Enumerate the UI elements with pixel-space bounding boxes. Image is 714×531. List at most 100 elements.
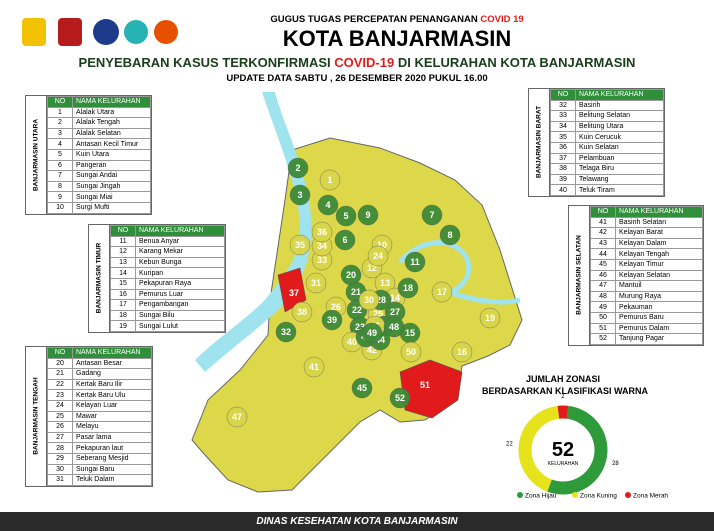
- region-label: 42: [367, 345, 377, 355]
- region-label: 15: [405, 328, 415, 338]
- cell: 43: [590, 237, 616, 250]
- cell: Antasan Kecil Timur: [72, 138, 151, 150]
- region: [311, 221, 333, 243]
- region-label: 24: [373, 251, 383, 261]
- total-value: 52: [552, 439, 574, 461]
- region: [361, 322, 383, 344]
- cell: Pangeran: [72, 159, 151, 172]
- table: NO NAMA KELURAHAN 32 Basirih 33 Belitung Sela…: [550, 89, 664, 196]
- region: [319, 169, 341, 191]
- cell: 11: [110, 235, 136, 248]
- cell: 20: [47, 357, 73, 370]
- region-label: 39: [327, 315, 337, 325]
- district-label: BANJARMASIN SELATAN: [575, 235, 583, 316]
- region: [397, 277, 419, 299]
- cell: Karang Mekar: [135, 246, 225, 258]
- row: 21 Gadang: [47, 368, 152, 380]
- cell: Kuin Selatan: [575, 141, 664, 154]
- region-label: 12: [367, 263, 377, 273]
- row: 36 Kuin Selatan: [550, 141, 664, 154]
- cell: 32: [550, 99, 576, 112]
- footer: DINAS KESEHATAN KOTA BANJARMASIN: [0, 512, 714, 531]
- region: [357, 204, 379, 226]
- row: 40 Teluk Tiram: [550, 184, 664, 196]
- region: [305, 272, 327, 294]
- region-label: 14: [390, 293, 400, 303]
- cell: Mantuil: [615, 280, 703, 292]
- cell: Benua Anyar: [135, 235, 225, 248]
- cell: 9: [47, 191, 73, 203]
- cell: Surgi Mufti: [72, 201, 151, 214]
- legend-marker: [625, 492, 631, 498]
- region: [451, 341, 473, 363]
- cell: Antasan Besar: [72, 357, 152, 370]
- cell: Sungai Miai: [72, 191, 151, 203]
- region-label: 25: [373, 309, 383, 319]
- cell: Telaga Biru: [575, 163, 664, 175]
- region: [317, 194, 339, 216]
- region: [389, 387, 411, 409]
- region-label: 44: [375, 335, 385, 345]
- row: 23 Kertak Baru Ulu: [47, 389, 152, 401]
- cell: Sungai Andai: [72, 170, 151, 182]
- logo: [154, 20, 178, 44]
- cell: 39: [550, 173, 576, 186]
- region-label: 49: [367, 328, 377, 338]
- region-label: 48: [389, 322, 399, 332]
- row: 38 Telaga Biru: [550, 163, 664, 175]
- cell: 21: [47, 368, 73, 380]
- logo: [124, 20, 148, 44]
- district-table: BANJARMASIN TIMUR NO NAMA KELURAHAN 11 Benua…: [88, 224, 226, 333]
- region-label: 27: [390, 307, 400, 317]
- region: [383, 316, 405, 338]
- header-cell: NO: [590, 206, 616, 218]
- cell: Pemurus Luar: [135, 288, 225, 301]
- row: 35 Kuin Cerucuk: [550, 131, 664, 143]
- cell: Sungai Jingah: [72, 180, 151, 193]
- header-row: NO NAMA KELURAHAN: [47, 347, 152, 359]
- header-cell: NO: [110, 225, 136, 237]
- row: 26 Melayu: [47, 421, 152, 433]
- region-label: 21: [351, 287, 361, 297]
- cell: 41: [590, 216, 616, 229]
- segment-label: 2: [561, 394, 565, 400]
- region-label: 4: [325, 200, 330, 210]
- row: 39 Telawang: [550, 173, 664, 186]
- cell: Alalak Selatan: [72, 127, 151, 140]
- row: 45 Kelayan Timur: [590, 258, 703, 271]
- table: NO NAMA KELURAHAN 1 Alalak Utara 2 Alalak Ten…: [47, 96, 151, 214]
- cell: Belitung Selatan: [575, 110, 664, 122]
- total-label: KELURAHAN: [548, 461, 579, 467]
- region: [287, 157, 309, 179]
- row: 3 Alalak Selatan: [47, 127, 151, 140]
- row: 28 Pekapuran laut: [47, 442, 152, 454]
- region-label: 30: [364, 295, 374, 305]
- region: [334, 229, 356, 251]
- region-label: 37: [289, 288, 299, 298]
- logo: [93, 19, 119, 45]
- row: 15 Pekapuran Raya: [110, 277, 225, 290]
- cell: 48: [590, 290, 616, 303]
- cell: 27: [47, 431, 73, 444]
- header-cell: NO: [550, 89, 576, 101]
- cell: 24: [47, 399, 73, 412]
- row: 1 Alalak Utara: [47, 106, 151, 119]
- row: 43 Kelayan Dalam: [590, 237, 703, 250]
- region-label: 11: [410, 257, 420, 267]
- cell: Pekauman: [615, 301, 703, 313]
- row: 46 Kelayan Selatan: [590, 269, 703, 282]
- cell: 19: [110, 320, 136, 332]
- row: 27 Pasar lama: [47, 431, 152, 444]
- cell: 38: [550, 163, 576, 175]
- region: [439, 224, 461, 246]
- cell: 40: [550, 184, 576, 196]
- row: 41 Basirih Selatan: [590, 216, 703, 229]
- region-label: 16: [457, 347, 467, 357]
- row: 47 Mantuil: [590, 280, 703, 292]
- cell: Pemurus Baru: [615, 311, 703, 324]
- row: 6 Pangeran: [47, 159, 151, 172]
- row: 10 Surgi Mufti: [47, 201, 151, 214]
- cell: Kuripan: [135, 267, 225, 279]
- cell: Seberang Mesjid: [72, 452, 152, 465]
- region-label: 2: [295, 163, 300, 173]
